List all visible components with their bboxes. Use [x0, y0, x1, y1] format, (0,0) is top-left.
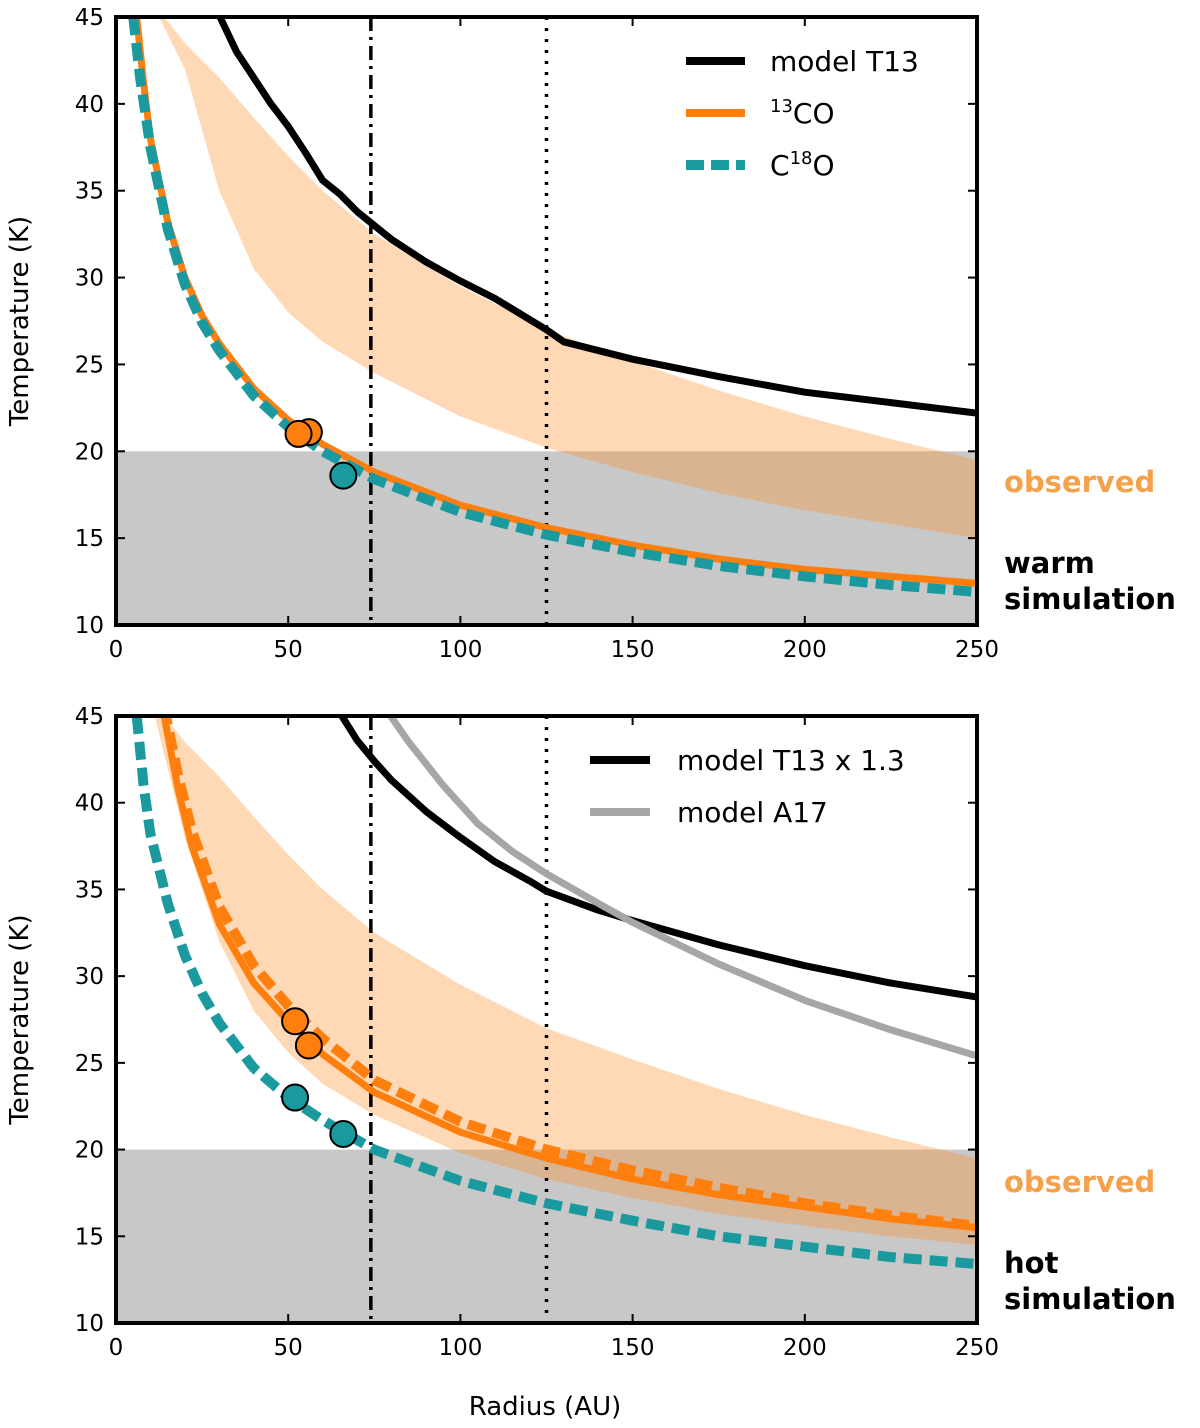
y-tick-label: 40	[75, 92, 104, 118]
x-tick-label: 100	[438, 1335, 482, 1361]
series-line	[216, 17, 977, 417]
series-line	[160, 716, 977, 1231]
observed-band	[154, 716, 977, 1245]
x-tick-label: 150	[611, 1335, 655, 1361]
simulation-label-2: simulation	[1004, 1282, 1176, 1316]
x-axis-label: Radius (AU)	[469, 1392, 622, 1422]
y-tick-label: 40	[75, 791, 104, 817]
panel-warm-simulation: 0 50 100 150 200 250 10 15 20 25 30 35 40 45 Temperatu…	[5, 5, 1176, 663]
data-point	[329, 461, 358, 490]
y-tick-label: 30	[75, 266, 104, 292]
simulation-label-2: simulation	[1004, 582, 1176, 616]
y-tick-label: 20	[75, 439, 104, 465]
series-line	[386, 716, 977, 1060]
simulation-label-1: hot	[1004, 1246, 1059, 1280]
series-line	[131, 716, 977, 1269]
axes-frame	[114, 714, 979, 1325]
x-tick-label: 100	[438, 637, 482, 663]
y-tick-label: 35	[75, 877, 104, 903]
x-tick-label: 250	[955, 1335, 999, 1361]
data-point	[281, 1007, 310, 1036]
x-tick-label: 250	[955, 637, 999, 663]
y-tick-label: 10	[75, 1311, 104, 1337]
y-tick-label: 25	[75, 1051, 104, 1077]
legend-label: model T13 x 1.3	[677, 744, 905, 777]
simulation-label-1: warm	[1004, 546, 1095, 580]
x-tick-label: 50	[274, 1335, 303, 1361]
y-tick-label: 30	[75, 964, 104, 990]
series-line	[337, 716, 977, 1001]
legend-label: 13CO	[770, 96, 835, 130]
x-tick-label: 200	[783, 637, 827, 663]
data-point	[281, 1083, 310, 1112]
x-tick-label: 0	[109, 1335, 124, 1361]
y-tick-label: 45	[75, 704, 104, 730]
legend-label: model T13	[770, 45, 919, 78]
y-tick-label: 25	[75, 352, 104, 378]
y-tick-label: 20	[75, 1138, 104, 1164]
y-tick-label: 45	[75, 5, 104, 31]
axes-frame	[114, 15, 979, 627]
data-point	[284, 419, 313, 448]
x-tick-label: 200	[783, 1335, 827, 1361]
data-point	[294, 1031, 323, 1060]
y-tick-label: 15	[75, 526, 104, 552]
y-tick-label: 10	[75, 613, 104, 639]
observed-label: observed	[1004, 1165, 1155, 1199]
x-tick-label: 0	[109, 637, 124, 663]
y-tick-label: 35	[75, 179, 104, 205]
y-tick-label: 15	[75, 1224, 104, 1250]
panel-hot-simulation: 0 50 100 150 200 250 10 15 20 25 30 35 40 45 Temperatu…	[5, 704, 1176, 1361]
observed-label: observed	[1004, 465, 1155, 499]
x-tick-label: 50	[274, 637, 303, 663]
observed-band	[159, 17, 977, 539]
plot-area	[116, 716, 977, 1323]
legend-label: C18O	[770, 148, 835, 182]
y-axis-label: Temperature (K)	[5, 914, 35, 1125]
legend-label: model A17	[677, 796, 828, 829]
data-point	[329, 1119, 358, 1148]
plot-area	[116, 17, 977, 625]
x-tick-label: 150	[611, 637, 655, 663]
y-axis-label: Temperature (K)	[5, 216, 35, 427]
